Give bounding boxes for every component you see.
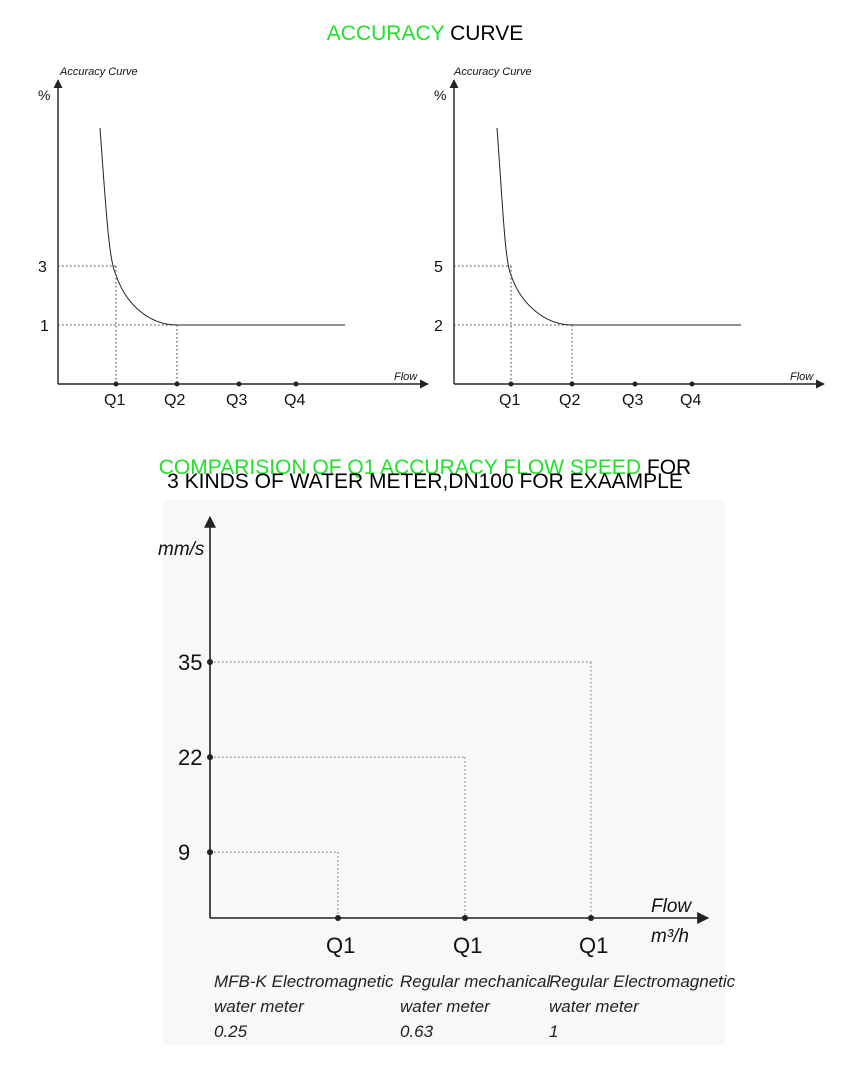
q4-point — [293, 381, 299, 387]
y-tick-upper: 5 — [434, 259, 443, 276]
meter-name-line2-0: water meter — [214, 997, 305, 1016]
meter-flow-0: 0.25 — [214, 1022, 248, 1041]
accuracy-curve — [496, 127, 741, 326]
comparison-title-line2: 3 KINDS OF WATER METER,DN100 FOR EXAAMPL… — [167, 470, 683, 493]
q4-point — [689, 381, 695, 387]
x-tick-q1-0: Q1 — [326, 933, 355, 958]
y-axis-label: % — [38, 87, 50, 103]
y-axis-label: % — [434, 87, 446, 103]
speed-point-0 — [207, 849, 213, 856]
q2-point — [174, 381, 180, 387]
comparison-chart: mm/s Flow m³/h Q1 MFB-K Electromagnetic wa… — [158, 500, 736, 1045]
x-axis-label: Flow — [790, 371, 814, 383]
x-tick-q1-2: Q1 — [579, 933, 608, 958]
y-tick-upper: 3 — [38, 259, 47, 276]
x-tick-q4: Q4 — [284, 392, 305, 409]
meter-name-line2-2: water meter — [549, 997, 640, 1016]
q2-point — [569, 381, 575, 387]
y-tick-lower: 2 — [434, 318, 443, 335]
x-axis-label: Flow — [651, 896, 692, 917]
comparison-title-black: FOR — [641, 456, 692, 479]
comparison-title: COMPARISION OF Q1 ACCURACY FLOW SPEED FO… — [0, 456, 850, 493]
y-axis-label: mm/s — [158, 539, 205, 560]
q3-point — [236, 381, 242, 387]
comparison-panel — [163, 500, 725, 1045]
x-tick-q2: Q2 — [164, 392, 185, 409]
accuracy-chart-right: Accuracy Curve % Flow 5 2 Q1 Q2 Q3 Q4 — [434, 66, 825, 409]
accuracy-curve — [99, 127, 345, 326]
x-axis-unit: m³/h — [651, 926, 689, 947]
meter-flow-2: 1 — [549, 1022, 558, 1041]
accuracy-chart-left: Accuracy Curve % Flow 3 1 Q1 Q2 Q3 Q4 — [38, 66, 429, 409]
x-tick-q1-1: Q1 — [453, 933, 482, 958]
y-tick-0: 35 — [178, 650, 202, 675]
main-title: ACCURACY CURVE — [0, 22, 850, 45]
q3-point — [632, 381, 638, 387]
meter-flow-1: 0.63 — [400, 1022, 434, 1041]
x-tick-q3: Q3 — [226, 392, 247, 409]
chart-title: Accuracy Curve — [59, 66, 138, 78]
q1-point-0 — [335, 915, 341, 921]
speed-point-1 — [207, 754, 213, 761]
x-tick-q3: Q3 — [622, 392, 643, 409]
x-axis-label: Flow — [394, 371, 418, 383]
y-tick-2: 9 — [178, 840, 190, 865]
speed-point-2 — [207, 659, 213, 666]
x-tick-q2: Q2 — [559, 392, 580, 409]
comparison-marks: Q1 MFB-K Electromagnetic water meter 0.25 Q1… — [178, 650, 736, 1041]
x-tick-q1: Q1 — [104, 392, 125, 409]
meter-name-line1-0: MFB-K Electromagnetic — [214, 972, 394, 991]
q1-point — [113, 381, 119, 387]
x-tick-q4: Q4 — [680, 392, 701, 409]
meter-name-line2-1: water meter — [400, 997, 491, 1016]
main-title-green: ACCURACY — [326, 22, 445, 45]
q1-point-1 — [462, 915, 468, 921]
y-tick-lower: 1 — [40, 318, 49, 335]
chart-title: Accuracy Curve — [453, 66, 532, 78]
y-tick-1: 22 — [178, 745, 202, 770]
meter-name-line1-1: Regular mechanical — [400, 972, 551, 991]
x-tick-q1: Q1 — [499, 392, 520, 409]
main-title-black: CURVE — [444, 22, 524, 45]
q1-point — [508, 381, 514, 387]
meter-name-line1-2: Regular Electromagnetic — [549, 972, 736, 991]
q1-point-2 — [588, 915, 594, 921]
comparison-title-green: COMPARISION OF Q1 ACCURACY FLOW SPEED — [158, 456, 642, 479]
